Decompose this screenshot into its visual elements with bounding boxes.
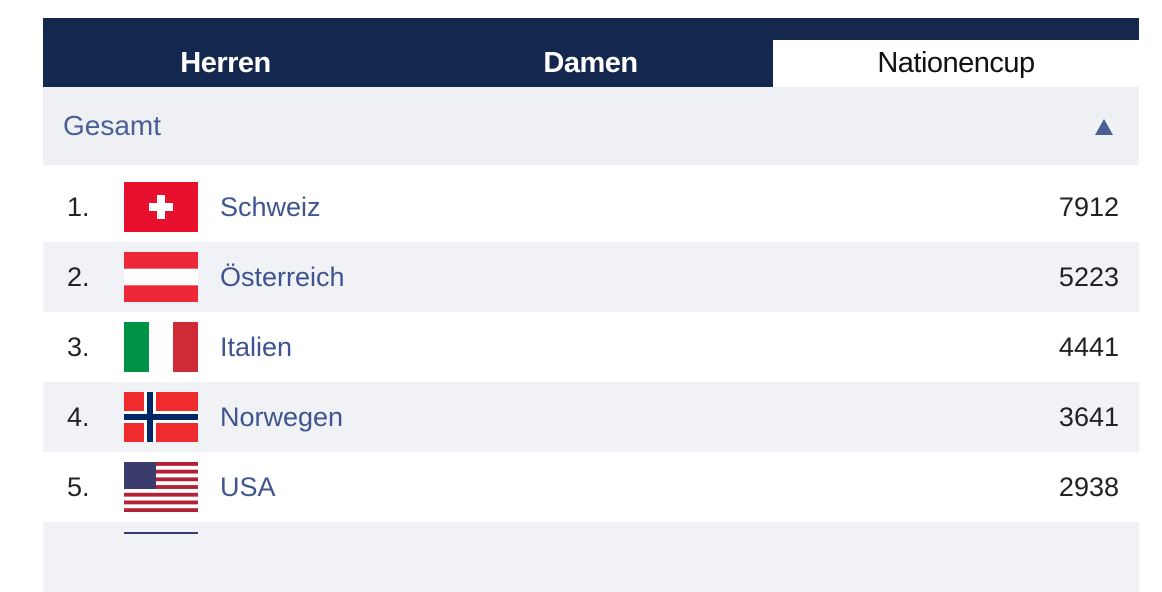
- points: 4441: [1058, 332, 1119, 362]
- country[interactable]: Schweiz: [220, 192, 321, 222]
- flag: [124, 462, 198, 512]
- rank: 5.: [67, 472, 90, 502]
- points: 2938: [1058, 472, 1119, 502]
- row-bg: [43, 452, 1139, 522]
- page: Herren Damen Nationencup Gesamt 1. Schwe…: [43, 18, 1139, 592]
- tab[interactable]: Herren: [180, 47, 271, 79]
- row-bg: [43, 165, 1139, 242]
- section-title: Gesamt: [63, 110, 162, 141]
- section-header[interactable]: [43, 87, 1139, 165]
- row-bg: [43, 242, 1139, 312]
- row-bg: [43, 382, 1139, 452]
- country[interactable]: USA: [220, 472, 276, 502]
- rank: 4.: [67, 402, 90, 432]
- country[interactable]: Norwegen: [220, 402, 344, 432]
- collapse-icon[interactable]: [1094, 118, 1114, 136]
- flag: [124, 182, 198, 232]
- rank: 1.: [67, 192, 90, 222]
- country[interactable]: Italien: [220, 332, 293, 362]
- rank: 3.: [67, 332, 90, 362]
- flag: [124, 392, 198, 442]
- flag: [124, 532, 198, 534]
- flag: [124, 322, 198, 372]
- points: 5223: [1058, 262, 1119, 292]
- points: 3641: [1058, 402, 1119, 432]
- flag: [124, 252, 198, 302]
- points: 7912: [1058, 192, 1119, 222]
- tab-active[interactable]: Nationencup: [773, 40, 1139, 87]
- country[interactable]: Österreich: [220, 262, 345, 292]
- rank: 2.: [67, 262, 90, 292]
- tab[interactable]: Damen: [543, 47, 638, 79]
- row-bg: [43, 312, 1139, 382]
- row-bg: [43, 522, 1139, 592]
